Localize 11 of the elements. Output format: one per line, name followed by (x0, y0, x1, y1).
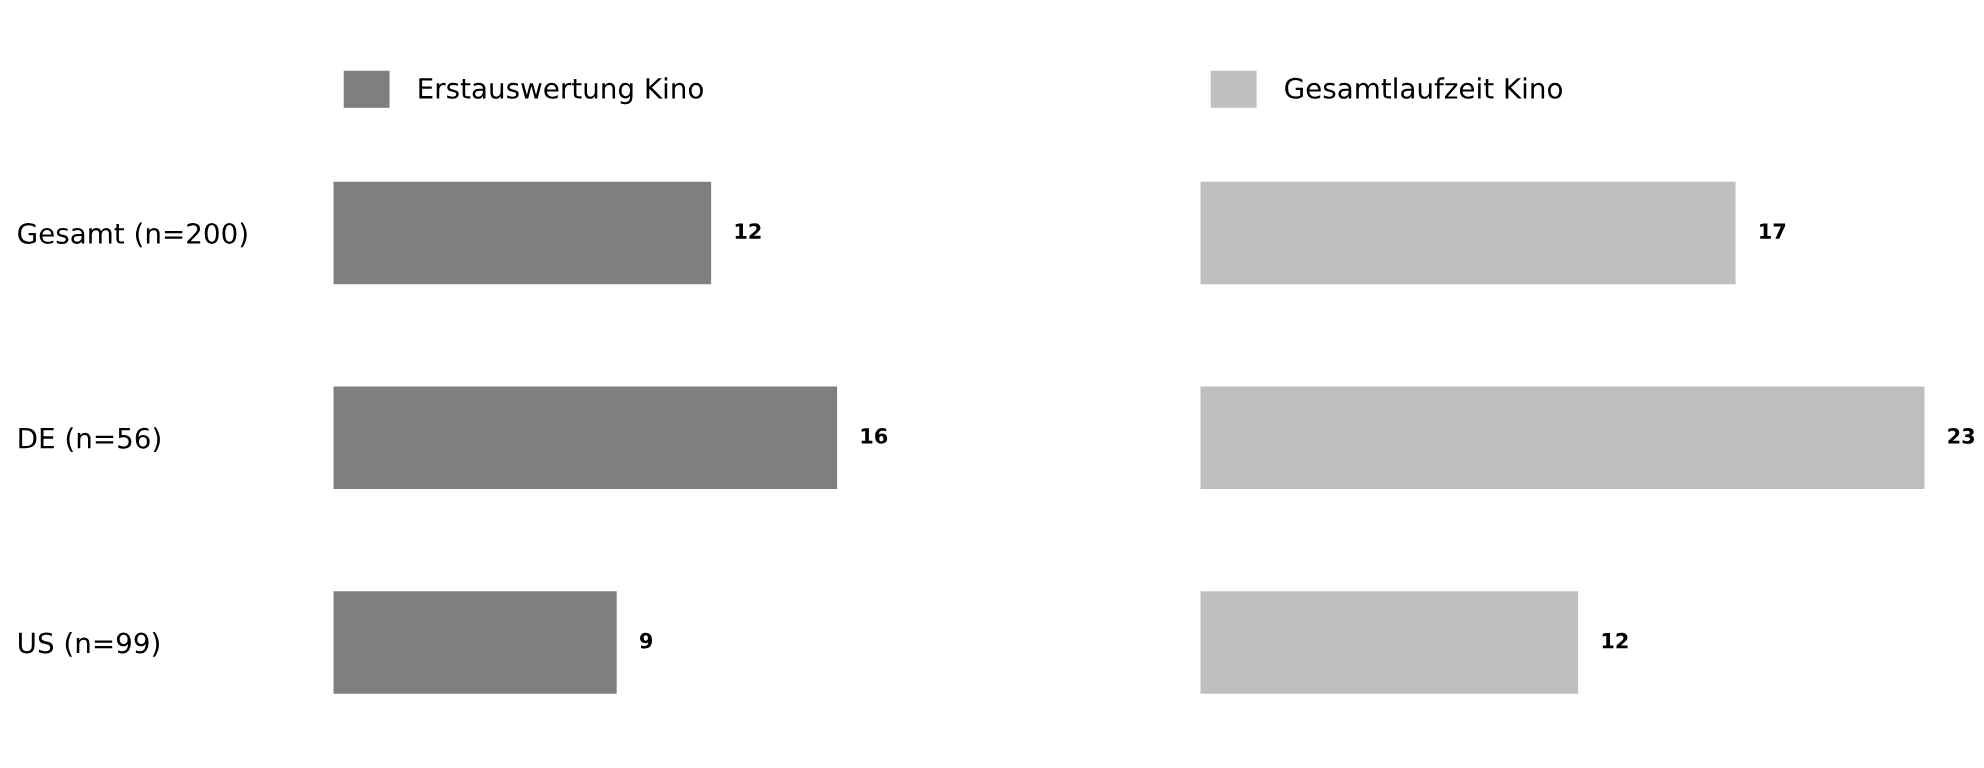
legend-label: Gesamtlaufzeit Kino (1285, 77, 1562, 99)
data-label: 16 (861, 428, 888, 444)
data-label: 12 (1602, 632, 1628, 649)
data-label: 23 (1948, 428, 1975, 444)
y-tick-label: US (n=99) (19, 632, 159, 657)
data-label: 17 (1760, 223, 1786, 239)
y-tick-label: DE (n=56) (19, 427, 160, 452)
data-label: 12 (735, 223, 761, 239)
data-label: 9 (639, 632, 653, 649)
legend-label: Erstauswertung Kino (419, 77, 703, 105)
y-tick-label: Gesamt (n=200) (18, 222, 247, 248)
